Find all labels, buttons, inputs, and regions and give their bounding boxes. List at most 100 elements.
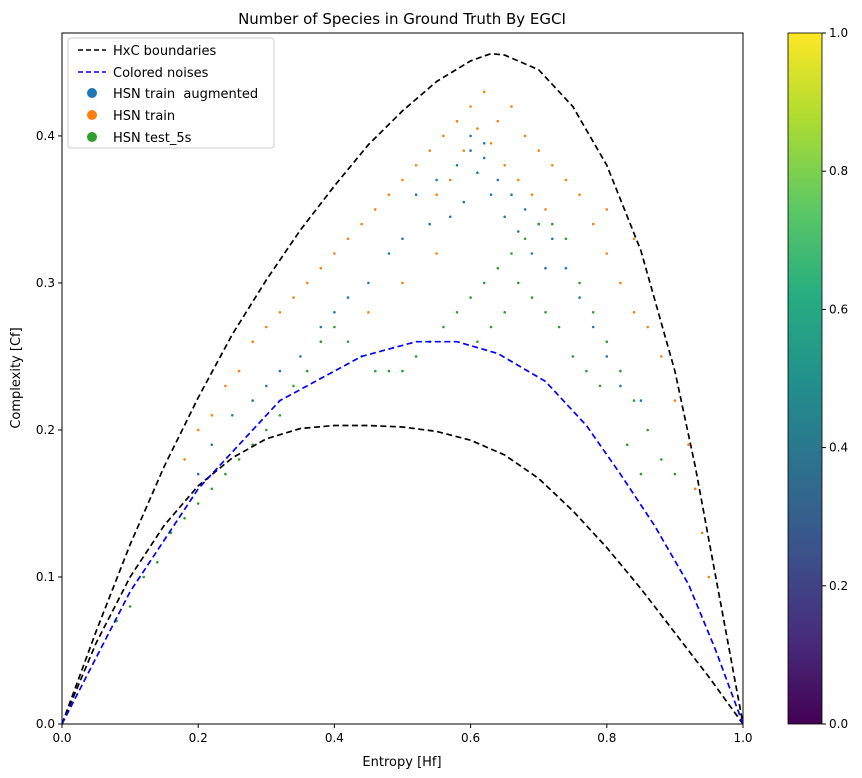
scatter-point-s0-17 [278,369,282,373]
chart-title: Number of Species in Ground Truth By EGC… [238,10,566,28]
scatter-point-s1-14 [360,222,363,226]
x-tick-label-1: 0.2 [189,731,208,745]
scatter-point-s2-16 [455,311,459,314]
scatter-point-s1-18 [305,281,309,285]
x-axis: 0.0 0.2 0.4 0.6 0.8 1.0 [52,724,753,745]
scatter-point-s2-28 [292,384,295,388]
scatter-point-s2-32 [237,458,241,461]
legend-label-colored-noises: Colored noises [113,66,209,81]
y-axis: 0.0 0.1 0.2 0.3 0.4 [36,129,62,731]
scatter-point-s2-38 [156,561,159,564]
colorbar-tick-label-0: 0.0 [829,717,848,731]
scatter-point-s1-49 [544,208,547,211]
scatter-point-s0-13 [346,296,350,299]
scatter-point-s1-21 [265,325,268,329]
scatter-point-s2-49 [503,311,507,314]
scatter-point-s2-22 [374,369,377,373]
scatter-point-s1-35 [660,355,663,358]
scatter-point-s0-0 [469,149,472,152]
x-tick-label-5: 1.0 [733,731,752,745]
scatter-point-s1-39 [700,531,704,535]
scatter-point-s1-15 [346,237,350,241]
scatter-point-s1-44 [517,178,520,182]
colorbar: 0.0 0.2 0.4 0.6 0.8 1.0 [787,26,848,731]
scatter-point-s1-46 [448,178,452,182]
scatter-point-s2-25 [333,325,336,329]
scatter-point-s1-30 [591,222,595,226]
scatter-point-s2-12 [646,428,649,432]
scatter-point-s2-7 [578,281,581,285]
legend: HxC boundaries Colored noises HSN train … [67,37,275,149]
scatter-point-s2-10 [619,369,622,373]
scatter-point-s1-52 [435,252,438,255]
scatter-point-s2-47 [530,296,534,299]
scatter-point-s1-48 [530,193,534,196]
scatter-point-s0-37 [544,266,547,270]
legend-marker-test [87,132,97,142]
scatter-point-s0-34 [448,215,452,219]
scatter-point-s2-36 [183,516,186,520]
scatter-point-s2-20 [401,369,404,373]
scatter-point-s1-13 [374,208,377,211]
scatter-point-s0-39 [482,142,486,145]
scatter-point-s2-14 [673,472,677,476]
scatter-point-s0-15 [319,325,323,329]
scatter-point-s2-35 [196,502,200,505]
scatter-point-s0-23 [564,266,568,270]
lines-layer [62,52,743,724]
scatter-point-s1-38 [694,487,697,491]
scatter-point-s1-3 [455,119,459,123]
scatter-point-s1-42 [489,142,493,145]
scatter-point-s0-3 [455,164,459,167]
scatter-point-s1-10 [414,164,418,167]
scatter-point-s1-7 [551,164,554,167]
scatter-point-s0-31 [503,215,507,219]
scatter-point-s1-47 [435,193,438,196]
scatter-point-s1-25 [210,414,214,417]
scatter-point-s2-4 [510,252,513,255]
scatter-point-s1-23 [237,369,241,373]
x-tick-label-3: 0.6 [461,731,480,745]
legend-label-test: HSN test_5s [113,131,192,146]
scatter-point-s2-3 [523,237,527,241]
legend-label-train: HSN train [113,109,175,124]
scatter-point-s1-27 [183,458,186,461]
scatter-point-s1-20 [278,311,282,314]
scatter-point-s0-25 [591,325,595,329]
scatter-point-s0-1 [482,156,486,160]
scatter-point-s2-21 [387,369,391,373]
scatter-point-s2-30 [265,428,268,432]
scatter-point-s1-22 [251,340,254,344]
scatter-point-s1-45 [462,149,466,152]
scatter-point-s1-9 [428,149,432,152]
scatter-point-s1-53 [605,208,609,211]
legend-frame [67,37,275,149]
scatter-point-s0-14 [333,311,336,314]
scatter-point-s2-50 [489,325,493,329]
colorbar-tick-label-3: 0.6 [829,302,848,316]
line-series-1 [62,424,743,724]
scatter-point-s1-16 [333,252,336,255]
y-tick-label-3: 0.3 [36,276,55,290]
scatter-point-s1-24 [224,384,227,388]
scatter-point-s0-16 [299,355,302,358]
legend-label-hxc: HxC boundaries [113,44,217,59]
colorbar-ticks: 0.0 0.2 0.4 0.6 0.8 1.0 [822,26,848,731]
scatter-point-s2-15 [469,296,472,299]
line-series-2 [62,340,743,724]
scatter-point-s0-30 [489,193,493,196]
scatter-point-s2-33 [224,472,227,476]
scatter-point-s0-10 [401,237,404,241]
x-tick-label-4: 0.8 [597,731,616,745]
scatter-point-s1-34 [646,325,649,329]
scatter-point-s1-4 [510,105,513,108]
colorbar-tick-label-1: 0.2 [829,579,848,593]
scatter-point-s0-8 [414,193,418,196]
colorbar-tick-label-5: 1.0 [829,26,848,40]
scatter-point-s0-21 [210,443,214,447]
scatter-point-s1-40 [707,575,711,579]
legend-marker-train [87,110,97,120]
scatter-point-s0-38 [469,134,472,138]
line-series-0 [62,52,743,724]
scatter-point-s2-45 [557,325,561,329]
